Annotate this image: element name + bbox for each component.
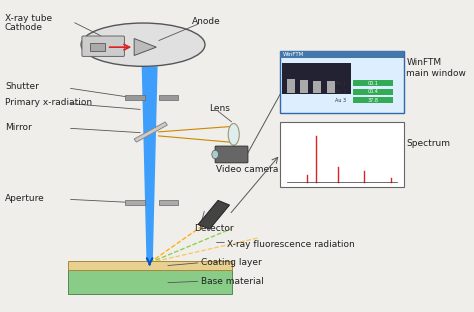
Text: Base material: Base material (201, 277, 263, 286)
Ellipse shape (212, 150, 219, 159)
Text: 00.4: 00.4 (368, 89, 379, 94)
Text: Video camera: Video camera (216, 165, 278, 174)
Bar (158, 95, 178, 100)
Text: 00.1: 00.1 (368, 81, 379, 86)
Text: Primary x-radiation: Primary x-radiation (5, 98, 92, 107)
Bar (283, 63, 351, 94)
Text: X-ray fluorescence radiation: X-ray fluorescence radiation (227, 240, 355, 249)
Text: WinFTM: WinFTM (283, 52, 304, 57)
Bar (125, 95, 145, 100)
Text: WinFTM
main window: WinFTM main window (406, 58, 466, 78)
Text: Detector: Detector (194, 224, 234, 233)
Bar (158, 200, 178, 205)
Text: Aperture: Aperture (5, 194, 45, 203)
Polygon shape (142, 66, 158, 264)
Bar (68, 261, 231, 271)
Bar (287, 79, 295, 93)
Text: Cathode: Cathode (5, 23, 43, 32)
Bar (280, 51, 404, 58)
Text: Anode: Anode (191, 17, 220, 26)
Ellipse shape (81, 23, 205, 66)
FancyBboxPatch shape (215, 146, 248, 163)
Text: Shutter: Shutter (5, 82, 39, 91)
Bar (353, 89, 393, 95)
FancyBboxPatch shape (82, 36, 124, 56)
Text: Au 2: Au 2 (336, 89, 346, 94)
Polygon shape (134, 122, 167, 142)
Text: X-ray tube: X-ray tube (5, 14, 52, 23)
Text: Spectrum: Spectrum (406, 139, 450, 148)
Bar (327, 81, 335, 93)
Bar (125, 200, 145, 205)
Bar (353, 97, 393, 103)
Bar (353, 80, 393, 86)
Bar (68, 271, 231, 294)
Text: Au 3: Au 3 (336, 98, 346, 103)
Text: Lens: Lens (210, 104, 230, 113)
Polygon shape (134, 38, 156, 56)
Bar (90, 43, 105, 51)
Text: Mirror: Mirror (5, 123, 32, 132)
Bar (313, 80, 321, 93)
FancyBboxPatch shape (280, 51, 404, 113)
Text: Au 1: Au 1 (336, 81, 346, 86)
Text: Coating layer: Coating layer (201, 258, 261, 267)
Text: 37.8: 37.8 (368, 98, 379, 103)
Bar (300, 80, 308, 93)
Polygon shape (198, 200, 229, 229)
Ellipse shape (228, 124, 239, 145)
Bar (280, 122, 404, 187)
